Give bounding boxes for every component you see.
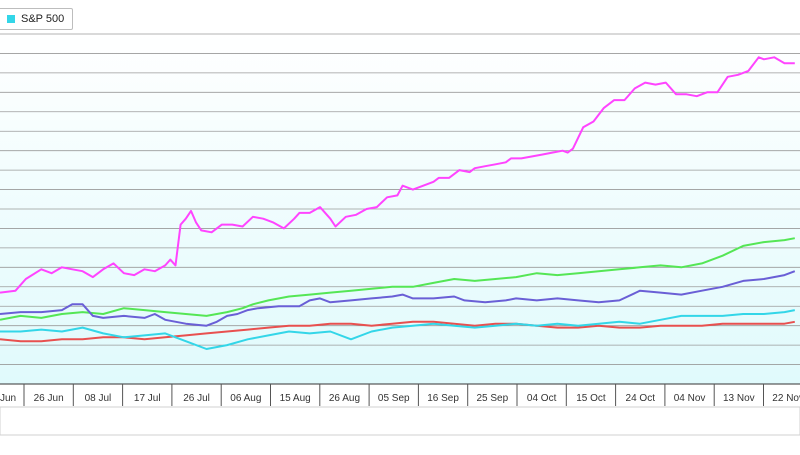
- x-tick-label: 06 Aug: [230, 393, 261, 404]
- x-tick-label: 26 Jun: [34, 393, 64, 404]
- series-line-3: [0, 270, 796, 327]
- legend[interactable]: S&P 500: [0, 8, 74, 30]
- x-tick-label: 22 Nov: [772, 393, 800, 404]
- series-lines: [0, 56, 796, 350]
- legend-swatch-sp500: [7, 15, 15, 23]
- x-tick-label: 13 Nov: [723, 393, 755, 404]
- x-tick-label: Jun: [0, 393, 16, 404]
- x-tick-label: 26 Aug: [329, 393, 360, 404]
- series-line-sp500: [0, 309, 795, 350]
- series-line-1: [0, 56, 795, 294]
- x-tick-label: 04 Oct: [527, 393, 557, 404]
- navigator-strip: [0, 406, 800, 436]
- series-line-2: [0, 237, 795, 321]
- x-tick-label: 16 Sep: [427, 393, 459, 404]
- series-line-4: [0, 320, 795, 343]
- x-tick-label: 08 Jul: [85, 393, 112, 404]
- x-tick-label: 04 Nov: [674, 393, 706, 404]
- legend-label-sp500: S&P 500: [21, 13, 65, 25]
- x-tick-label: 25 Sep: [476, 393, 508, 404]
- x-tick-label: 15 Aug: [280, 393, 311, 404]
- x-tick-label: 24 Oct: [626, 393, 656, 404]
- x-tick-label: 05 Sep: [378, 393, 410, 404]
- x-axis: Jun 26 Jun 08 Jul 17 Jul 26 Jul 06 Aug 15 Aug 2…: [0, 383, 800, 406]
- x-tick-label: 17 Jul: [134, 393, 161, 404]
- x-tick-label: 26 Jul: [183, 393, 210, 404]
- x-tick-label: 15 Oct: [576, 393, 606, 404]
